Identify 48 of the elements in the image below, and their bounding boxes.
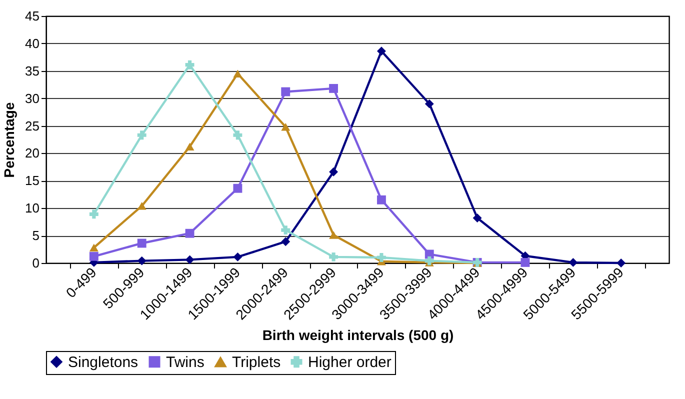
- point: [281, 87, 290, 96]
- point: [329, 231, 338, 239]
- point: [89, 252, 98, 261]
- legend-label: Triplets: [232, 354, 281, 372]
- y-tick-label: 45: [25, 8, 40, 24]
- y-tick-label: 0: [32, 256, 40, 270]
- point: [376, 46, 386, 56]
- point: [281, 226, 290, 235]
- point: [137, 256, 146, 266]
- y-tick-label: 25: [25, 118, 40, 134]
- point: [424, 99, 434, 108]
- legend-label: Twins: [166, 354, 204, 371]
- point: [472, 214, 482, 222]
- point: [233, 184, 242, 193]
- point: [329, 84, 338, 93]
- point: [281, 237, 290, 246]
- point: [520, 258, 530, 267]
- point: [185, 142, 194, 151]
- point: [233, 252, 242, 262]
- point: [185, 60, 194, 70]
- point: [185, 255, 194, 264]
- point: [616, 258, 626, 268]
- legend-label: Higher order: [308, 354, 392, 371]
- point: [568, 258, 578, 267]
- point: [424, 250, 434, 259]
- x-axis-title: Birth weight intervals (500 g): [262, 326, 454, 343]
- point: [376, 253, 386, 262]
- y-tick-label: 20: [25, 146, 40, 161]
- y-tick-label: 10: [25, 200, 40, 216]
- point: [137, 238, 146, 248]
- point: [233, 70, 242, 78]
- y-axis-title: Percentage: [1, 102, 18, 178]
- y-tick-label: 40: [25, 36, 40, 51]
- y-tick-label: 15: [25, 173, 40, 188]
- point: [137, 130, 146, 140]
- point: [376, 195, 386, 204]
- point: [233, 130, 242, 140]
- point: [185, 228, 194, 238]
- y-tick-label: 30: [25, 90, 40, 106]
- point: [329, 167, 338, 176]
- y-tick-label: 35: [25, 63, 40, 78]
- point: [424, 256, 434, 266]
- legend-label: Singletons: [68, 354, 138, 371]
- point: [89, 210, 98, 219]
- point: [281, 123, 290, 131]
- point: [89, 244, 98, 252]
- y-tick-label: 5: [32, 228, 40, 244]
- point: [329, 252, 338, 262]
